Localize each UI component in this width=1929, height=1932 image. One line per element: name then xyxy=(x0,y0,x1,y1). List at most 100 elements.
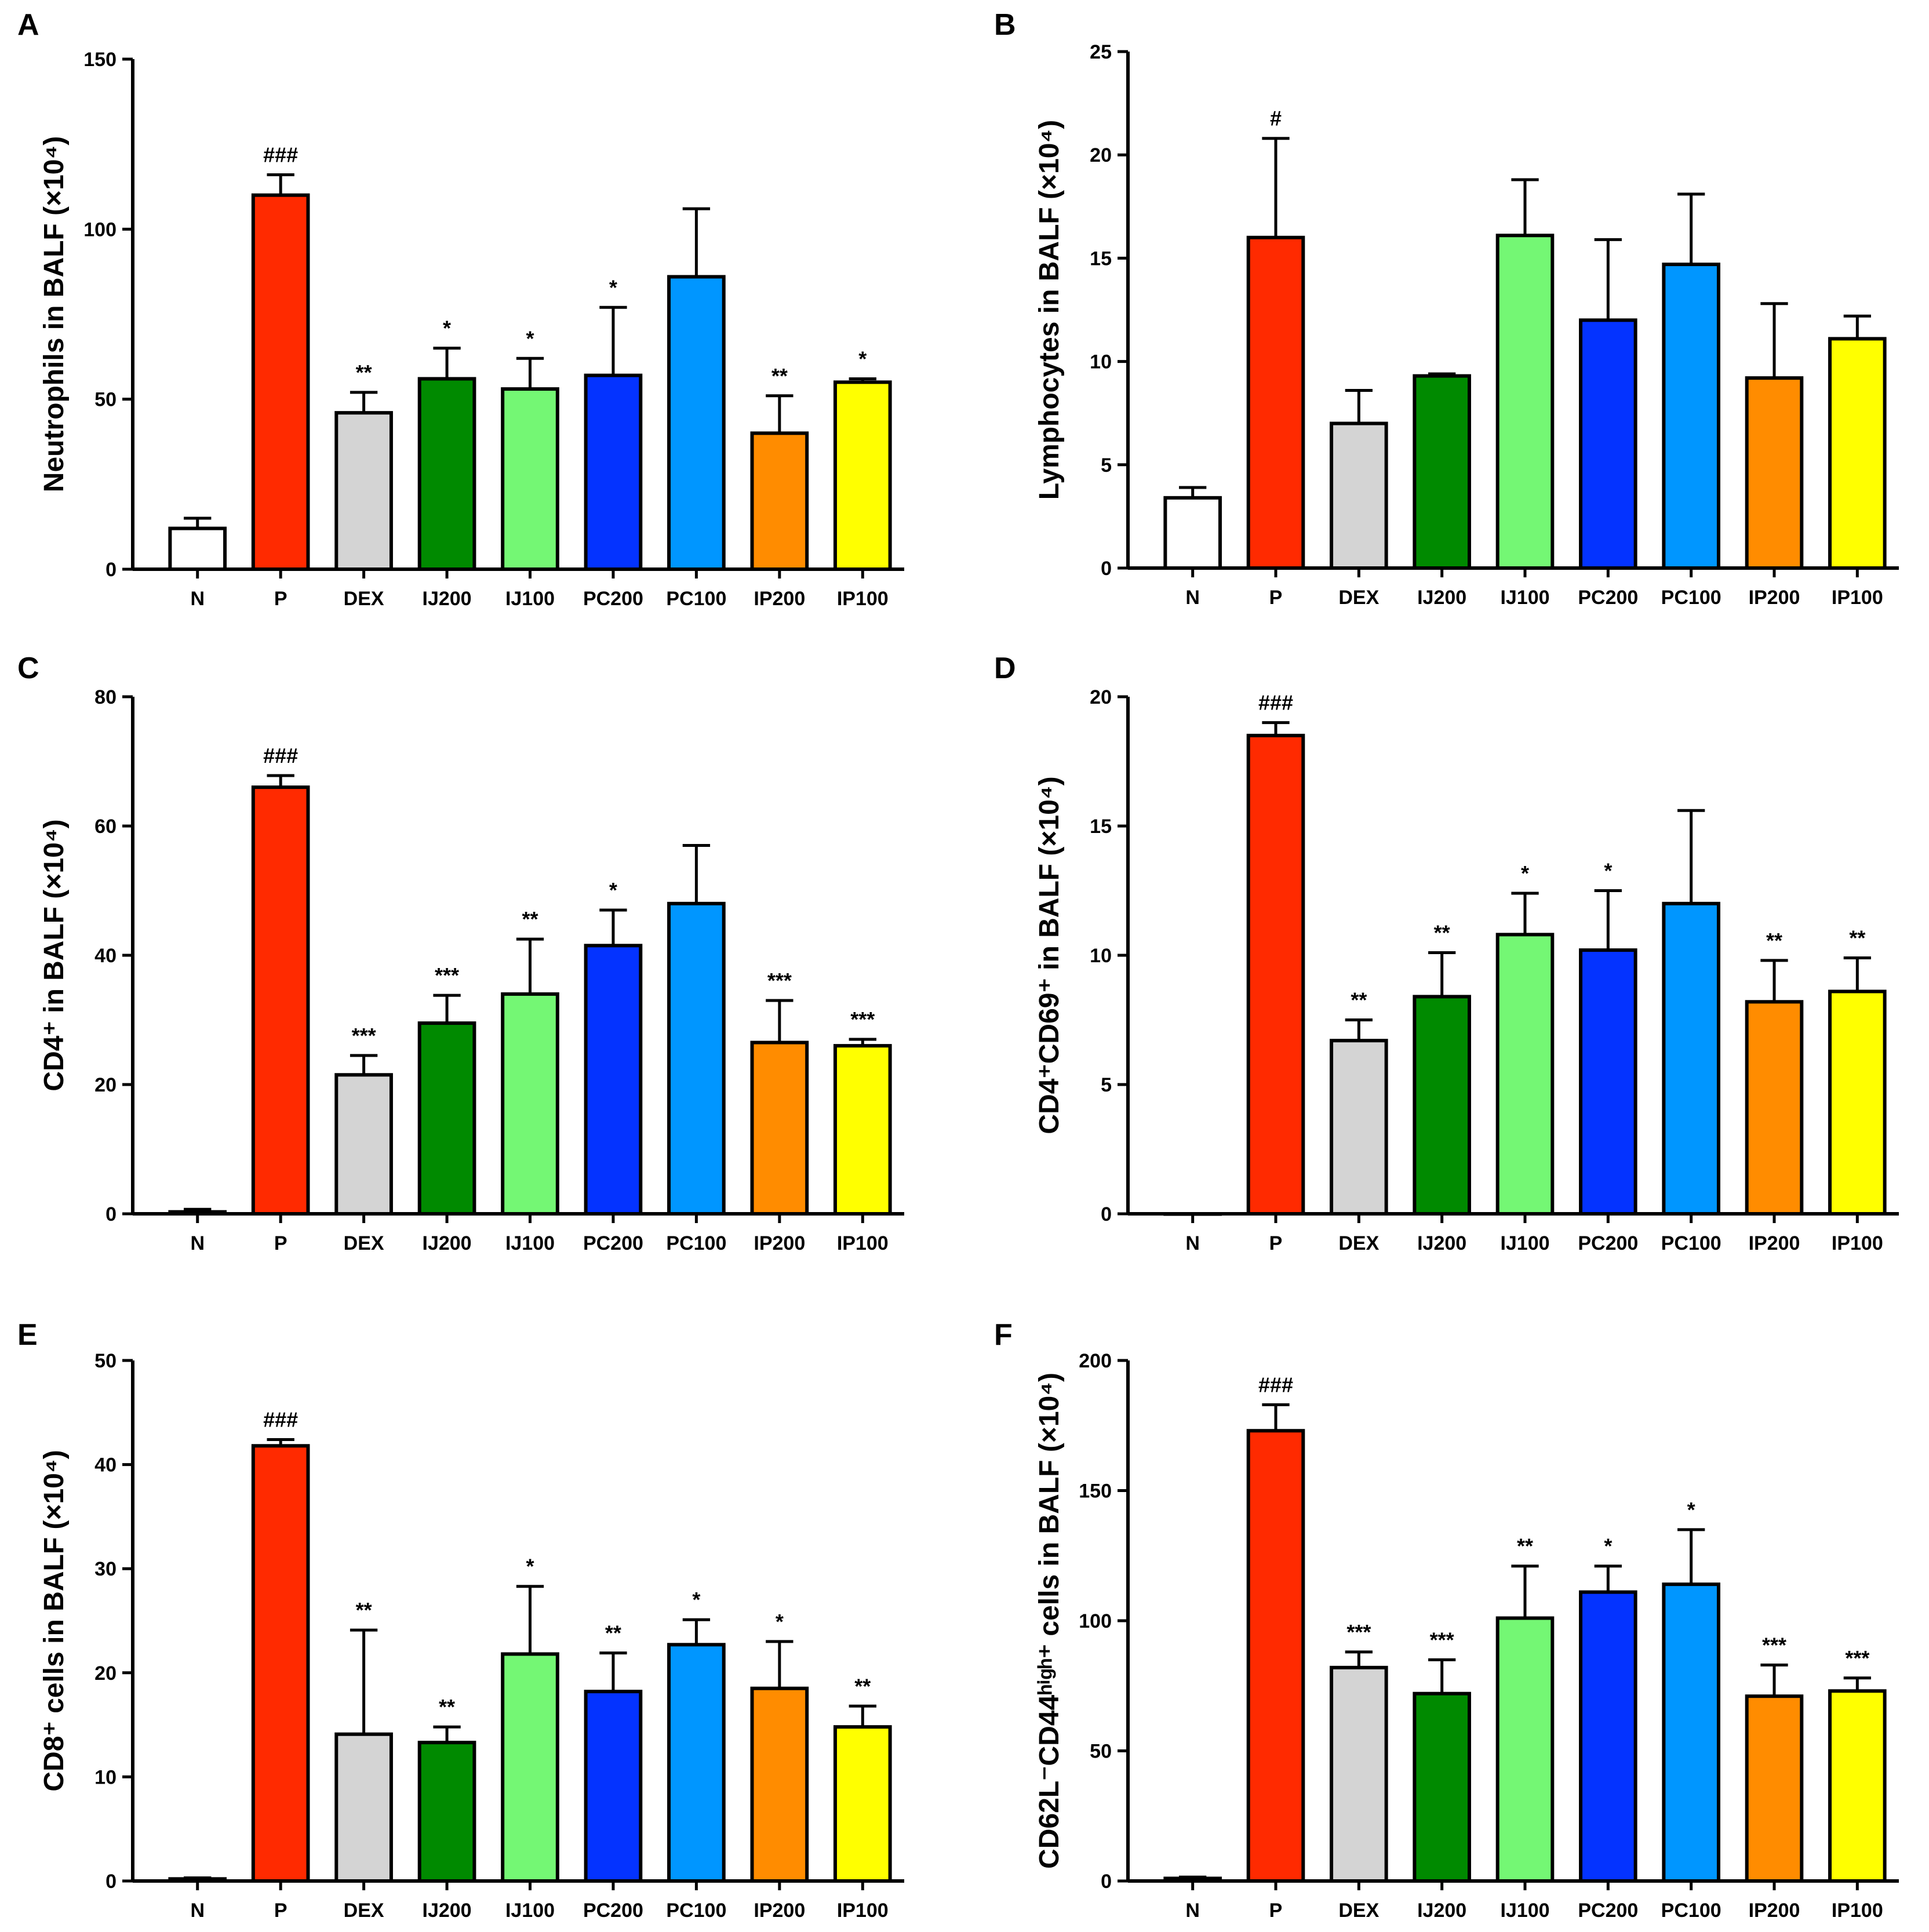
y-axis-label: CD8⁺ cells in BALF (×10⁴) xyxy=(39,1450,70,1791)
x-tick-label: IJ100 xyxy=(1500,587,1549,609)
significance-label: *** xyxy=(1762,1633,1786,1657)
bar-p xyxy=(251,193,310,571)
significance-label: ** xyxy=(1766,929,1782,952)
y-tick-label: 0 xyxy=(105,559,117,581)
y-axis-label: CD4⁺ in BALF (×10⁴) xyxy=(39,819,70,1091)
significance-label: *** xyxy=(1430,1628,1454,1651)
bar-dex xyxy=(334,411,393,572)
bar-dex xyxy=(1330,1665,1388,1883)
bar-pc200 xyxy=(1579,318,1637,570)
bar-ip200 xyxy=(750,1686,809,1883)
x-tick-label: IJ200 xyxy=(423,1232,472,1254)
bar-ip100 xyxy=(1828,337,1887,570)
x-tick-label: IJ200 xyxy=(1417,1232,1466,1254)
bar-n xyxy=(1163,496,1222,570)
significance-label: * xyxy=(858,347,867,370)
x-tick-label: PC200 xyxy=(583,588,643,610)
bar-ij100 xyxy=(1495,1616,1555,1883)
y-tick-label: 25 xyxy=(1090,41,1112,63)
x-tick-label: P xyxy=(1269,1900,1283,1922)
y-tick-label: 40 xyxy=(94,945,117,967)
significance-label: # xyxy=(1270,107,1282,130)
significance-label: ** xyxy=(1849,926,1865,949)
bar-p xyxy=(251,1444,310,1883)
x-tick-label: PC100 xyxy=(1661,1232,1721,1254)
x-tick-label: N xyxy=(1185,1232,1200,1254)
bar-pc200 xyxy=(584,373,643,571)
significance-label: * xyxy=(776,1610,784,1633)
significance-label: *** xyxy=(1845,1646,1869,1670)
y-tick-label: 40 xyxy=(94,1454,117,1476)
bar-ij200 xyxy=(417,377,476,571)
x-tick-label: N xyxy=(190,1232,205,1254)
panel-a: A 0 50 100 150 Neutrophils in BALF (×10⁴) N P ##… xyxy=(17,8,904,610)
significance-label: ** xyxy=(356,1598,372,1622)
bar-p xyxy=(1246,733,1305,1216)
x-tick-label: PC100 xyxy=(666,588,726,610)
bar-pc200 xyxy=(584,944,643,1216)
y-axis-label: CD4⁺CD69⁺ in BALF (×10⁴) xyxy=(1034,776,1065,1134)
significance-label: ** xyxy=(1434,921,1450,945)
y-tick-label: 50 xyxy=(94,1350,117,1372)
y-tick-label: 100 xyxy=(83,219,117,241)
significance-label: ** xyxy=(1517,1534,1533,1558)
significance-label: * xyxy=(692,1588,700,1611)
x-tick-label: DEX xyxy=(344,1900,384,1922)
bar-dex xyxy=(1330,1039,1388,1216)
y-tick-label: 0 xyxy=(105,1203,117,1225)
significance-label: ** xyxy=(356,361,372,384)
y-tick-label: 150 xyxy=(83,49,117,71)
y-tick-label: 10 xyxy=(94,1766,117,1788)
bar-ip200 xyxy=(1745,376,1804,570)
significance-label: *** xyxy=(435,963,459,987)
bar-n xyxy=(168,526,227,571)
x-tick-label: IP200 xyxy=(1749,1232,1800,1254)
significance-label: ### xyxy=(263,744,298,767)
panel-label: E xyxy=(17,1318,38,1352)
x-tick-label: IP100 xyxy=(1832,587,1883,609)
y-tick-label: 200 xyxy=(1079,1350,1112,1372)
significance-label: * xyxy=(1687,1498,1695,1522)
x-tick-label: IP100 xyxy=(1832,1900,1883,1922)
significance-label: * xyxy=(443,316,451,340)
significance-label: *** xyxy=(850,1007,875,1031)
significance-label: ** xyxy=(771,364,788,388)
x-tick-label: IJ100 xyxy=(505,1900,555,1922)
panel-label: A xyxy=(17,8,39,42)
significance-label: ### xyxy=(1258,1373,1293,1396)
x-tick-label: N xyxy=(1185,1900,1200,1922)
bar-pc100 xyxy=(1662,1582,1720,1883)
significance-label: ### xyxy=(263,1407,298,1431)
bar-ij100 xyxy=(1495,234,1555,570)
bar-ip200 xyxy=(750,1040,809,1216)
bar-dex xyxy=(1330,421,1388,570)
y-axis-label: Lymphocytes in BALF (×10⁴) xyxy=(1034,120,1065,500)
x-tick-label: PC200 xyxy=(583,1900,643,1922)
x-tick-label: DEX xyxy=(1338,1900,1379,1922)
x-tick-label: PC200 xyxy=(1578,1900,1638,1922)
bar-ip100 xyxy=(833,1725,892,1883)
panel-b: B 0 5 10 15 20 25 Lymphocytes in BALF (×10⁴) N P #… xyxy=(994,8,1899,609)
significance-label: * xyxy=(1604,859,1612,883)
bar-ij200 xyxy=(417,1021,476,1216)
x-tick-label: IP200 xyxy=(1749,1900,1800,1922)
y-tick-label: 50 xyxy=(94,389,117,411)
significance-label: ### xyxy=(1258,691,1293,715)
bar-ij200 xyxy=(417,1741,476,1883)
significance-label: ### xyxy=(263,143,298,166)
y-tick-label: 0 xyxy=(1101,1203,1112,1225)
x-tick-label: P xyxy=(1269,1232,1283,1254)
x-tick-label: IP200 xyxy=(1749,587,1800,609)
bar-pc200 xyxy=(1579,948,1637,1216)
bar-pc100 xyxy=(1662,263,1720,570)
y-axis-label: Neutrophils in BALF (×10⁴) xyxy=(39,136,70,492)
x-tick-label: N xyxy=(190,588,205,610)
panel-d: D 0 5 10 15 20 CD4⁺CD69⁺ in BALF (×10⁴) N P ### DE… xyxy=(994,652,1899,1254)
bar-n xyxy=(168,1210,227,1216)
x-tick-label: PC200 xyxy=(1578,587,1638,609)
significance-label: *** xyxy=(352,1024,376,1047)
x-tick-label: P xyxy=(274,588,287,610)
x-tick-label: IJ100 xyxy=(1500,1900,1549,1922)
